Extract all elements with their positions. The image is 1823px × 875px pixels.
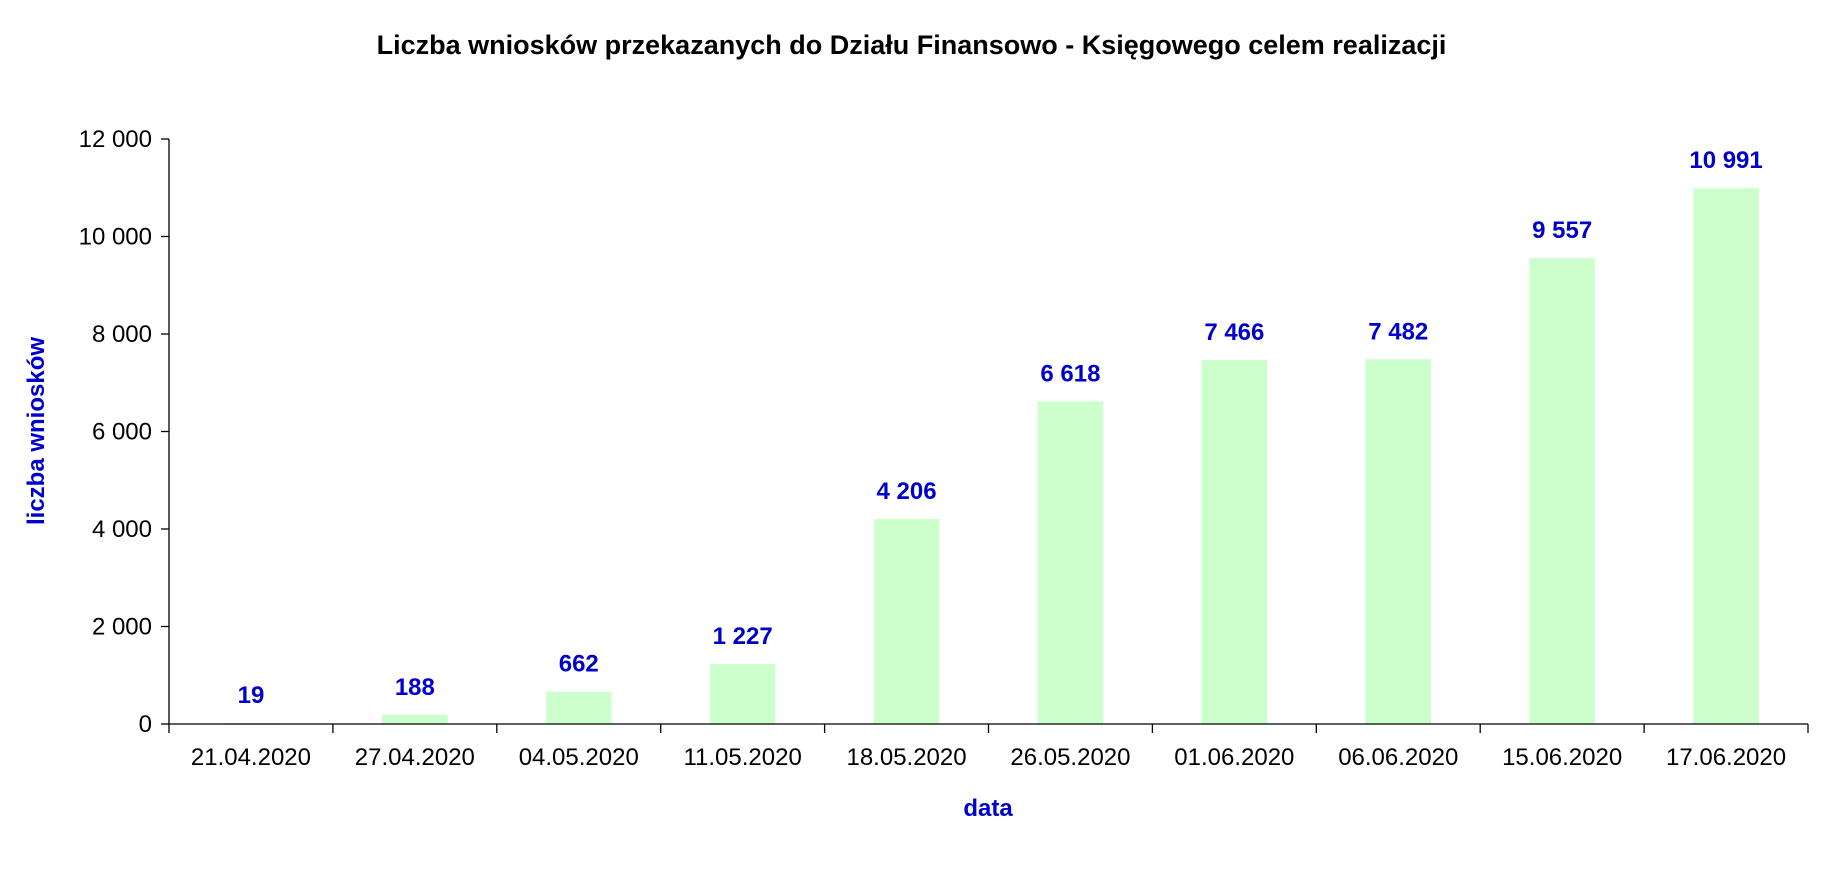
data-label: 9 557	[1532, 217, 1592, 244]
data-label: 188	[395, 674, 435, 701]
data-label: 7 466	[1204, 319, 1264, 346]
data-label: 7 482	[1368, 318, 1428, 345]
labels-group: 0 2 000 4 000 6 000 8 000 10 000 12 000 21.04.2…	[79, 126, 1787, 771]
axes-group	[161, 138, 1809, 733]
y-axis-title: liczba wniosków	[23, 337, 50, 525]
x-tick-label: 06.06.2020	[1338, 744, 1458, 771]
y-tick-label: 8 000	[92, 321, 152, 348]
bar	[1529, 258, 1595, 724]
y-tick-label: 4 000	[92, 516, 152, 543]
x-axis-title: data	[963, 795, 1013, 822]
x-tick-label: 26.05.2020	[1010, 744, 1130, 771]
data-label: 6 618	[1040, 360, 1100, 387]
bar	[1693, 188, 1759, 725]
bar	[1037, 401, 1104, 724]
data-label: 4 206	[877, 478, 937, 505]
y-tick-label: 0	[139, 711, 152, 738]
data-label: 19	[238, 682, 265, 709]
data-label: 1 227	[713, 623, 773, 650]
bar	[382, 714, 448, 724]
bar	[1201, 360, 1268, 724]
data-label: 662	[559, 651, 599, 678]
bars-group	[218, 188, 1759, 725]
x-tick-label: 21.04.2020	[191, 744, 311, 771]
x-tick-label: 18.05.2020	[846, 744, 966, 771]
bar	[1365, 359, 1432, 724]
bar	[873, 518, 940, 724]
chart-title: Liczba wniosków przekazanych do Działu F…	[376, 30, 1447, 60]
bar	[709, 664, 776, 724]
x-tick-label: 17.06.2020	[1666, 744, 1786, 771]
y-tick-label: 2 000	[92, 614, 152, 641]
x-tick-label: 04.05.2020	[519, 744, 639, 771]
y-tick-label: 10 000	[79, 224, 152, 251]
x-tick-label: 27.04.2020	[355, 744, 475, 771]
y-tick-label: 6 000	[92, 419, 152, 446]
y-tick-label: 12 000	[79, 126, 152, 153]
bar	[545, 691, 612, 724]
x-tick-label: 15.06.2020	[1502, 744, 1622, 771]
x-tick-label: 11.05.2020	[683, 744, 801, 771]
x-tick-label: 01.06.2020	[1174, 744, 1294, 771]
data-label: 10 991	[1689, 147, 1762, 174]
